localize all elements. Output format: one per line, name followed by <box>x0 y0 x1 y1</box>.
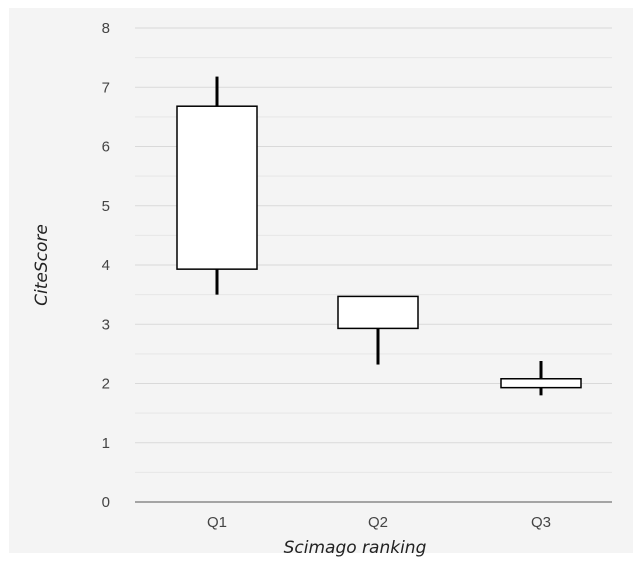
box-q2 <box>337 295 419 365</box>
x-tick-label: Q3 <box>531 514 551 531</box>
y-tick-label: 8 <box>102 20 110 37</box>
x-tick-label: Q1 <box>207 514 227 531</box>
y-tick-label: 4 <box>102 257 110 274</box>
box-rect <box>337 295 419 330</box>
y-tick-label: 1 <box>102 435 110 452</box>
y-tick-label: 7 <box>102 79 110 96</box>
x-tick-label: Q2 <box>368 514 388 531</box>
box-q1 <box>176 76 258 295</box>
y-tick-label: 3 <box>102 316 110 333</box>
y-axis-title: CiteScore <box>32 224 52 306</box>
box-rect <box>176 105 258 270</box>
boxes-layer <box>176 76 582 396</box>
y-tick-labels: 0 1 2 3 4 5 6 7 8 <box>102 20 110 511</box>
box-q3 <box>500 360 582 396</box>
chart-panel <box>9 8 633 553</box>
y-tick-label: 2 <box>102 376 110 393</box>
x-axis-title: Scimago ranking <box>284 538 427 558</box>
y-tick-label: 5 <box>102 198 110 215</box>
y-tick-label: 0 <box>102 494 110 511</box>
y-tick-label: 6 <box>102 139 110 156</box>
box-rect <box>500 378 582 389</box>
x-tick-labels: Q1 Q2 Q3 <box>207 514 551 531</box>
